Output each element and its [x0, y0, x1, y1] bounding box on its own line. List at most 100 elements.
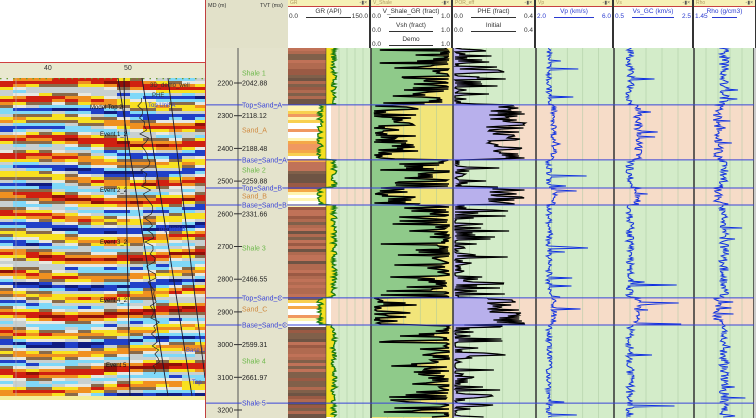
well-log-panel[interactable]: MD (m) TVT (ms) GR ◦▮× 0.0 GR (API) 150.0… [205, 0, 756, 418]
seismic-trace-cell [117, 186, 131, 190]
track-header-vp[interactable]: Vp ◦▮× 2.0 Vp (km/s) 6.0 [536, 0, 614, 48]
seismic-trace-cell [156, 288, 170, 292]
panel-scrollbar[interactable] [754, 48, 756, 418]
seismic-trace-cell [117, 309, 131, 313]
seismic-trace-cell [156, 141, 170, 145]
seismic-trace-cell [0, 390, 14, 394]
formation-top-label[interactable]: Base_Sand_A [241, 156, 288, 165]
seismic-trace-cell [104, 210, 118, 214]
seismic-trace-cell [91, 186, 105, 190]
seismic-trace-cell [52, 231, 66, 235]
seismic-trace-cell [143, 249, 157, 253]
track-header-v_shale[interactable]: V_Shale ◦▮× 0.0 V_Shale_GR (fract) 1.0 0.… [371, 0, 453, 48]
formation-top-label[interactable]: Base_Sand_B [241, 201, 288, 210]
seismic-trace-cell [143, 186, 157, 190]
seismic-trace-cell [117, 237, 131, 241]
seismic-trace-cell [0, 195, 14, 199]
horizon-label[interactable]: Event 1_2 [100, 132, 128, 138]
seismic-trace-cell [169, 234, 183, 238]
seismic-trace-cell [65, 381, 79, 385]
seismic-trace-cell [182, 108, 196, 112]
log-tracks[interactable]: Top_Sand_A Base_Sand_A Top_Sand_B Base_Sand… [206, 48, 756, 418]
track-header-vs[interactable]: Vs ◦▮× 0.5 Vs_GC (km/s) 2.5 [614, 0, 694, 48]
horizon-label[interactable]: Top Unit A [148, 103, 175, 109]
seismic-trace-cell [156, 246, 170, 250]
seismic-trace-cell [104, 105, 118, 109]
seismic-trace-cell [104, 90, 118, 94]
formation-top-label[interactable]: Top_Sand_A [241, 101, 283, 110]
seismic-trace-cell [182, 213, 196, 217]
seismic-trace-cell [65, 243, 79, 247]
seismic-trace-cell [130, 363, 144, 367]
seismic-trace-cell [13, 162, 27, 166]
lithology-cell [288, 135, 326, 138]
seismic-trace-cell [13, 99, 27, 103]
seismic-trace-cell [182, 288, 196, 292]
horizon-label[interactable]: Top [192, 380, 202, 386]
horizon-label[interactable]: Model Top 2 [90, 105, 123, 111]
track-header-por_eff[interactable]: POR_eff ◦▮× 0.0 PHE (fract) 0.4 0.0 Initi… [453, 0, 536, 48]
seismic-trace-cell [195, 264, 205, 268]
formation-top-label[interactable]: Top_Sand_B [241, 184, 283, 193]
seismic-trace-cell [195, 216, 205, 220]
seismic-trace-cell [143, 336, 157, 340]
seismic-trace-cell [13, 204, 27, 208]
horizon-label[interactable]: Event 3_2 [100, 240, 128, 246]
track-controls-icon[interactable]: ◦▮× [745, 0, 753, 6]
seismic-trace-cell [182, 363, 196, 367]
horizon-label[interactable]: Event 5 [106, 363, 127, 369]
seismic-trace-cell [39, 294, 53, 298]
seismic-trace-cell [52, 177, 66, 181]
lithology-cell [288, 294, 326, 297]
seismic-trace-cell [65, 195, 79, 199]
formation-top-label[interactable]: Top_Sand_C [241, 294, 283, 303]
seismic-trace-cell [143, 198, 157, 202]
lithology-cell [288, 54, 326, 57]
lithology-cell [288, 387, 326, 390]
seismic-trace-cell [130, 369, 144, 373]
seismic-trace-cell [195, 270, 205, 274]
seismic-trace-cell [182, 285, 196, 289]
seismic-trace-cell [130, 117, 144, 121]
horizon-label[interactable]: Event 2_2 [100, 188, 128, 194]
seismic-trace-cell [117, 393, 131, 397]
track-controls-icon[interactable]: ◦▮× [682, 0, 690, 6]
seismic-trace-cell [169, 267, 183, 271]
seismic-trace-cell [104, 387, 118, 391]
horizon-label[interactable]: Base U [186, 348, 205, 354]
seismic-trace-cell [78, 87, 92, 91]
track-controls-icon[interactable]: ◦▮× [441, 0, 449, 6]
horizon-label[interactable]: Event 4_2 [100, 298, 128, 304]
horizon-label[interactable]: Top Unit B [158, 227, 186, 233]
seismic-trace-cell [13, 231, 27, 235]
seismic-trace-cell [13, 273, 27, 277]
seismic-trace-cell [130, 333, 144, 337]
seismic-trace-cell [182, 312, 196, 316]
scale-max: 6.0 [601, 13, 611, 20]
track-header-gr[interactable]: GR ◦▮× 0.0 GR (API) 150.0 [288, 0, 371, 48]
seismic-trace-cell [13, 195, 27, 199]
seismic-trace-cell [104, 228, 118, 232]
track-controls-icon[interactable]: ◦▮× [602, 0, 610, 6]
seismic-trace-cell [91, 390, 105, 394]
track-controls-icon[interactable]: ◦▮× [359, 0, 367, 6]
track-controls-icon[interactable]: ◦▮× [524, 0, 532, 6]
formation-top-label[interactable]: Shale 5 [241, 400, 267, 409]
horizon-label[interactable]: PHE [152, 93, 164, 99]
seismic-trace-cell [39, 90, 53, 94]
seismic-trace-cell [169, 273, 183, 277]
seismic-trace-cell [39, 342, 53, 346]
seismic-trace-cell [65, 111, 79, 115]
seismic-trace-cell [65, 78, 79, 82]
seismic-trace-cell [78, 159, 92, 163]
seismic-trace-cell [78, 156, 92, 160]
seismic-trace-cell [130, 345, 144, 349]
formation-top-label[interactable]: Base_Sand_C [241, 321, 288, 330]
track-header-rho[interactable]: Rho ◦▮× 1.45 Rho (g/cm3) [694, 0, 756, 48]
seismic-trace-cell [195, 108, 205, 112]
seismic-section[interactable]: Model Top 2 3D_demo_well PHE Top Unit A Even… [0, 78, 205, 408]
seismic-trace-cell [169, 201, 183, 205]
seismic-trace-cell [156, 390, 170, 394]
horizon-label[interactable]: 3D_demo_well [150, 83, 190, 89]
seismic-trace-cell [13, 288, 27, 292]
